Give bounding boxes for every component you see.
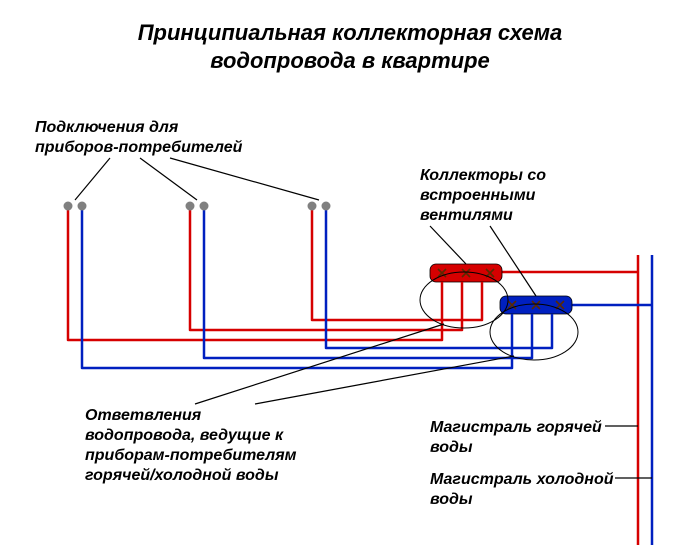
label-manifolds-l2: встроенными <box>420 187 536 204</box>
label-branches-l4: горячей/холодной воды <box>85 467 279 484</box>
consumer-cold-connector-2 <box>322 202 331 211</box>
label-hotmain-l2: воды <box>430 439 473 456</box>
consumer-cold-connector-1 <box>200 202 209 211</box>
title-line1: Принципиальная коллекторная схема <box>138 20 563 45</box>
label-hotmain-l1: Магистраль горячей <box>430 419 602 436</box>
label-branches-l1: Ответвления <box>85 407 202 424</box>
label-connections-l2: приборов-потребителей <box>35 139 243 156</box>
consumer-hot-connector-0 <box>64 202 73 211</box>
title-line2: водопровода в квартире <box>210 48 490 73</box>
label-manifolds-l3: вентилями <box>420 207 513 224</box>
label-coldmain-l2: воды <box>430 491 473 508</box>
consumer-hot-connector-2 <box>308 202 317 211</box>
label-connections-l1: Подключения для <box>35 119 179 136</box>
consumer-hot-connector-1 <box>186 202 195 211</box>
label-coldmain-l1: Магистраль холодной <box>430 471 614 488</box>
label-branches-l3: приборам-потребителям <box>85 447 297 464</box>
label-branches-l2: водопровода, ведущие к <box>85 427 284 444</box>
consumer-cold-connector-0 <box>78 202 87 211</box>
label-manifolds-l1: Коллекторы со <box>420 167 546 184</box>
